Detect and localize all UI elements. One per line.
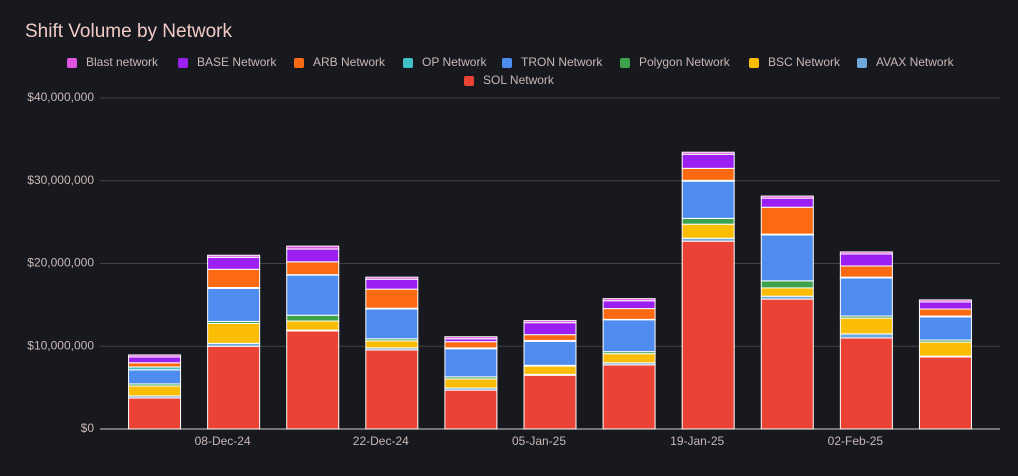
legend-swatch xyxy=(620,58,630,68)
legend-label: BSC Network xyxy=(768,55,841,69)
legend-swatch xyxy=(749,58,759,68)
legend-label: Blast network xyxy=(86,55,159,69)
bar-segment xyxy=(760,206,814,235)
bar-segment xyxy=(602,298,656,302)
legend-swatch xyxy=(403,58,413,68)
bar-segment xyxy=(839,265,893,278)
bar-segment xyxy=(839,253,893,267)
bar-segment xyxy=(286,314,340,322)
bar-segment xyxy=(444,348,498,378)
bar-segment xyxy=(523,365,577,375)
bar-segment xyxy=(128,356,182,364)
bar-segment xyxy=(523,340,577,366)
bar-segment xyxy=(602,319,656,353)
y-tick-label: $30,000,000 xyxy=(27,173,94,187)
bar-segment xyxy=(128,369,182,385)
bar-segment xyxy=(760,234,814,282)
y-tick-label: $10,000,000 xyxy=(27,338,94,352)
bar-segment xyxy=(681,223,735,239)
legend-label: OP Network xyxy=(422,55,487,69)
bar-segment xyxy=(286,245,340,250)
bar-segment xyxy=(523,320,577,324)
x-tick-label: 02-Feb-25 xyxy=(828,434,884,448)
legend-swatch xyxy=(67,58,77,68)
bar-segment xyxy=(444,389,498,430)
bar-segment xyxy=(602,353,656,364)
bar-segment xyxy=(760,298,814,430)
legend-swatch xyxy=(857,58,867,68)
bar-segment xyxy=(444,336,498,340)
legend-swatch xyxy=(502,58,512,68)
bar-segment xyxy=(839,333,893,339)
bar-segment xyxy=(207,322,261,344)
bar-segment xyxy=(918,316,972,341)
bar-segment xyxy=(286,248,340,263)
bar-segment xyxy=(365,308,419,340)
legend-swatch xyxy=(294,58,304,68)
bar-segment xyxy=(760,197,814,208)
bar-segment xyxy=(918,301,972,310)
bar-segment xyxy=(444,341,498,349)
bar-segment xyxy=(365,288,419,309)
bar-segment xyxy=(681,167,735,181)
legend-label: AVAX Network xyxy=(876,55,955,69)
bar-segment xyxy=(602,364,656,430)
bar-segment xyxy=(207,268,261,288)
legend-label: TRON Network xyxy=(521,55,603,69)
x-tick-label: 05-Jan-25 xyxy=(512,434,566,448)
x-tick-label: 19-Jan-25 xyxy=(670,434,724,448)
y-tick-label: $40,000,000 xyxy=(27,90,94,104)
chart-title: Shift Volume by Network xyxy=(25,21,232,42)
bar-segment xyxy=(365,276,419,280)
bar-segment xyxy=(681,153,735,169)
legend-swatch xyxy=(464,76,474,86)
bar-segment xyxy=(286,330,340,430)
bar-segment xyxy=(918,356,972,430)
bar-segment xyxy=(286,261,340,276)
bar-segment xyxy=(839,337,893,430)
bar-segment xyxy=(128,385,182,397)
bar-segment xyxy=(523,334,577,341)
bar-segment xyxy=(839,251,893,255)
bar-segment xyxy=(602,308,656,320)
bar-segment xyxy=(681,217,735,225)
bar-segment xyxy=(681,240,735,430)
bar-segment xyxy=(839,317,893,335)
bar-segment xyxy=(523,374,577,430)
legend-label: Polygon Network xyxy=(639,55,731,69)
legend-label: ARB Network xyxy=(313,55,386,69)
bar-segment xyxy=(286,320,340,331)
bar-segment xyxy=(128,362,182,368)
bar-segment xyxy=(365,349,419,430)
bar-segment xyxy=(207,256,261,270)
bar-segment xyxy=(286,274,340,316)
bar-segment xyxy=(681,180,735,219)
bar-segment xyxy=(918,308,972,317)
y-tick-label: $0 xyxy=(81,421,95,435)
bar-segment xyxy=(760,280,814,289)
bar-segment xyxy=(207,345,261,430)
x-tick-label: 22-Dec-24 xyxy=(353,434,409,448)
bar-segment xyxy=(918,341,972,357)
bar-segment xyxy=(207,254,261,258)
bar-segment xyxy=(839,277,893,317)
legend-label: BASE Network xyxy=(197,55,277,69)
bar-segment xyxy=(128,354,182,358)
legend-label: SOL Network xyxy=(483,73,555,87)
y-tick-label: $20,000,000 xyxy=(27,256,94,270)
bar-segment xyxy=(760,195,814,199)
bar-segment xyxy=(602,300,656,310)
legend-swatch xyxy=(178,58,188,68)
bar-segment xyxy=(523,322,577,336)
bar-segment xyxy=(128,397,182,430)
bar-segment xyxy=(207,287,261,322)
bar-segment xyxy=(365,340,419,349)
bar-segment xyxy=(681,151,735,155)
bar-segment xyxy=(444,378,498,389)
bar-segment xyxy=(760,287,814,297)
x-tick-label: 08-Dec-24 xyxy=(195,434,251,448)
bar-segment xyxy=(918,299,972,303)
bar-segment xyxy=(365,278,419,290)
